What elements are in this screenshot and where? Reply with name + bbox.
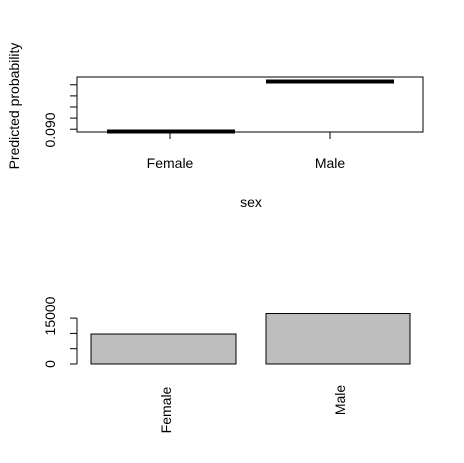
bottom-y-axis-ticks	[70, 317, 78, 365]
top-plot-frame	[76, 76, 424, 133]
bottom-y-tick-label-15000: 15000	[42, 296, 58, 335]
top-x-tick-label-female: Female	[147, 155, 194, 171]
top-series	[107, 79, 394, 134]
top-y-axis-ticks	[70, 84, 78, 130]
bottom-x-tick-label-female: Female	[158, 386, 174, 433]
bottom-bars	[90, 313, 411, 365]
top-y-axis-label: Predicted probability	[6, 43, 22, 170]
bottom-x-tick-label-male: Male	[332, 385, 348, 416]
female-bar	[90, 333, 237, 365]
predicted-probability-plot: 0.090 Predicted probability sex Female M…	[6, 43, 424, 210]
top-x-tick-label-male: Male	[315, 155, 346, 171]
bottom-y-tick-label-0: 0	[42, 360, 58, 368]
top-x-axis-ticks	[169, 132, 331, 139]
top-x-axis-label: sex	[240, 194, 262, 210]
top-y-tick-label: 0.090	[42, 112, 58, 147]
male-bar	[265, 313, 411, 365]
count-bar-plot: 0 15000 Female Male	[42, 296, 411, 433]
